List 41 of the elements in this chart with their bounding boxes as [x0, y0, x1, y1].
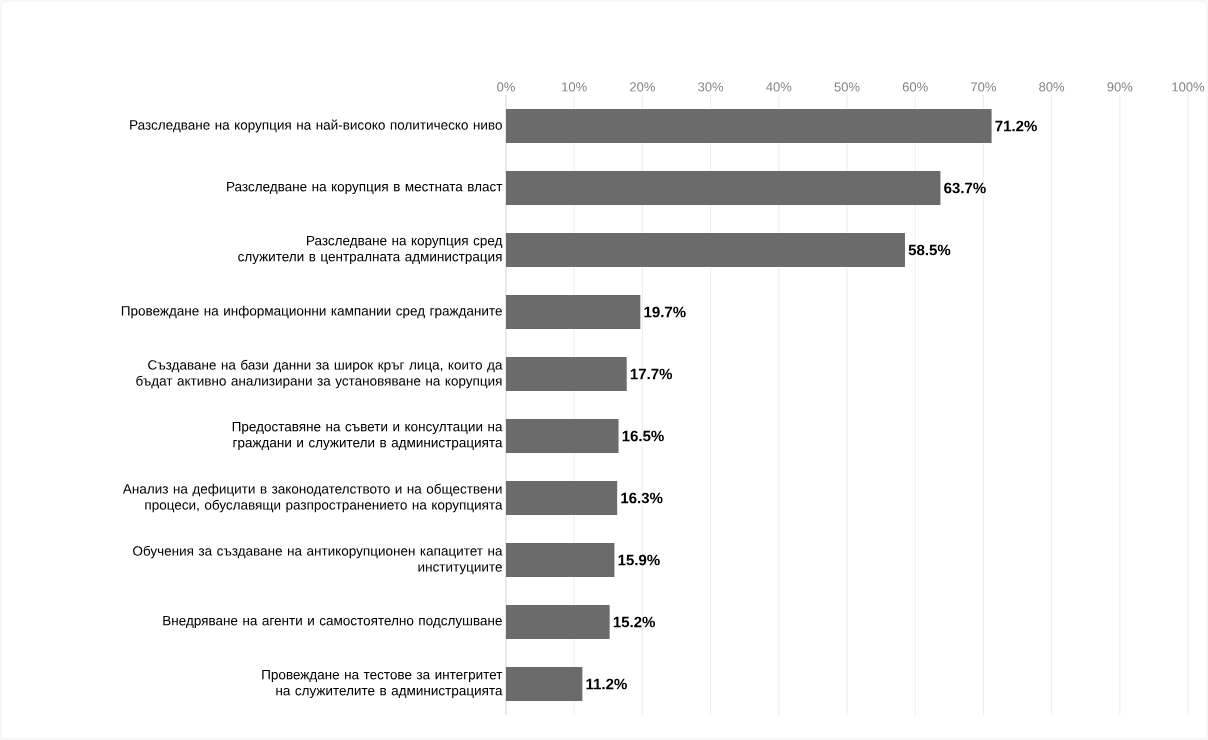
- data-label: 15.9%: [618, 554, 660, 566]
- y-tick-label: Внедряване на агенти и самостоятелно подслушване: [163, 615, 502, 629]
- data-label: 15.2%: [613, 616, 655, 628]
- x-tick-label: 10%: [562, 82, 587, 92]
- data-label: 11.2%: [586, 678, 627, 690]
- data-label: 19.7%: [644, 306, 686, 318]
- bar: [506, 295, 641, 330]
- x-tick-label: 90%: [1107, 82, 1133, 92]
- x-tick-label: 40%: [766, 82, 792, 92]
- x-tick-label: 50%: [834, 82, 860, 92]
- x-tick-label: 100%: [1172, 82, 1205, 92]
- y-tick-label: Създаване на бази данни за широк кръг лица, които да бъдат активно анализирани за установяване на корупция: [136, 359, 503, 389]
- data-label: 58.5%: [908, 244, 951, 256]
- data-label: 63.7%: [944, 182, 986, 194]
- data-label: 16.3%: [621, 492, 663, 504]
- bar: [506, 109, 992, 144]
- y-tick-label: Анализ на дефицити в законодателството и на обществени процеси, обуславящи разпространението на корупцията: [122, 483, 503, 513]
- bar: [506, 543, 615, 578]
- y-tick-label: Провеждане на информационни кампании сред гражданите: [121, 305, 502, 319]
- bar: [506, 171, 941, 206]
- x-tick-label: 60%: [902, 82, 928, 92]
- x-tick-label: 30%: [698, 82, 724, 92]
- y-tick-label: Разследване на корупция сред служители в централната администрация: [238, 235, 503, 265]
- data-label: 17.7%: [630, 368, 673, 380]
- y-tick-label: Провеждане на тестове за интегритет на служителите в администрацията: [262, 669, 503, 699]
- bar: [506, 605, 610, 640]
- y-tick-label: Обучения за създаване на антикорупционен капацитет на институциите: [133, 545, 503, 575]
- bar: [506, 419, 619, 454]
- bar: [506, 233, 905, 268]
- x-tick-label: 0%: [497, 82, 515, 92]
- y-tick-label: Разследване на корупция в местната власт: [227, 181, 503, 195]
- bar: [506, 667, 583, 702]
- bar: [506, 357, 627, 392]
- bar: [506, 481, 618, 516]
- y-tick-label: Разследване на корупция на най-високо политическо ниво: [130, 119, 502, 133]
- y-tick-label: Предоставяне на съвети и консултации на граждани и служители в администрацията: [232, 421, 503, 451]
- x-tick-label: 80%: [1039, 82, 1065, 92]
- data-label: 71.2%: [995, 120, 1037, 132]
- data-label: 16.5%: [622, 430, 664, 442]
- x-tick-label: 20%: [630, 82, 655, 92]
- x-tick-label: 70%: [971, 82, 996, 92]
